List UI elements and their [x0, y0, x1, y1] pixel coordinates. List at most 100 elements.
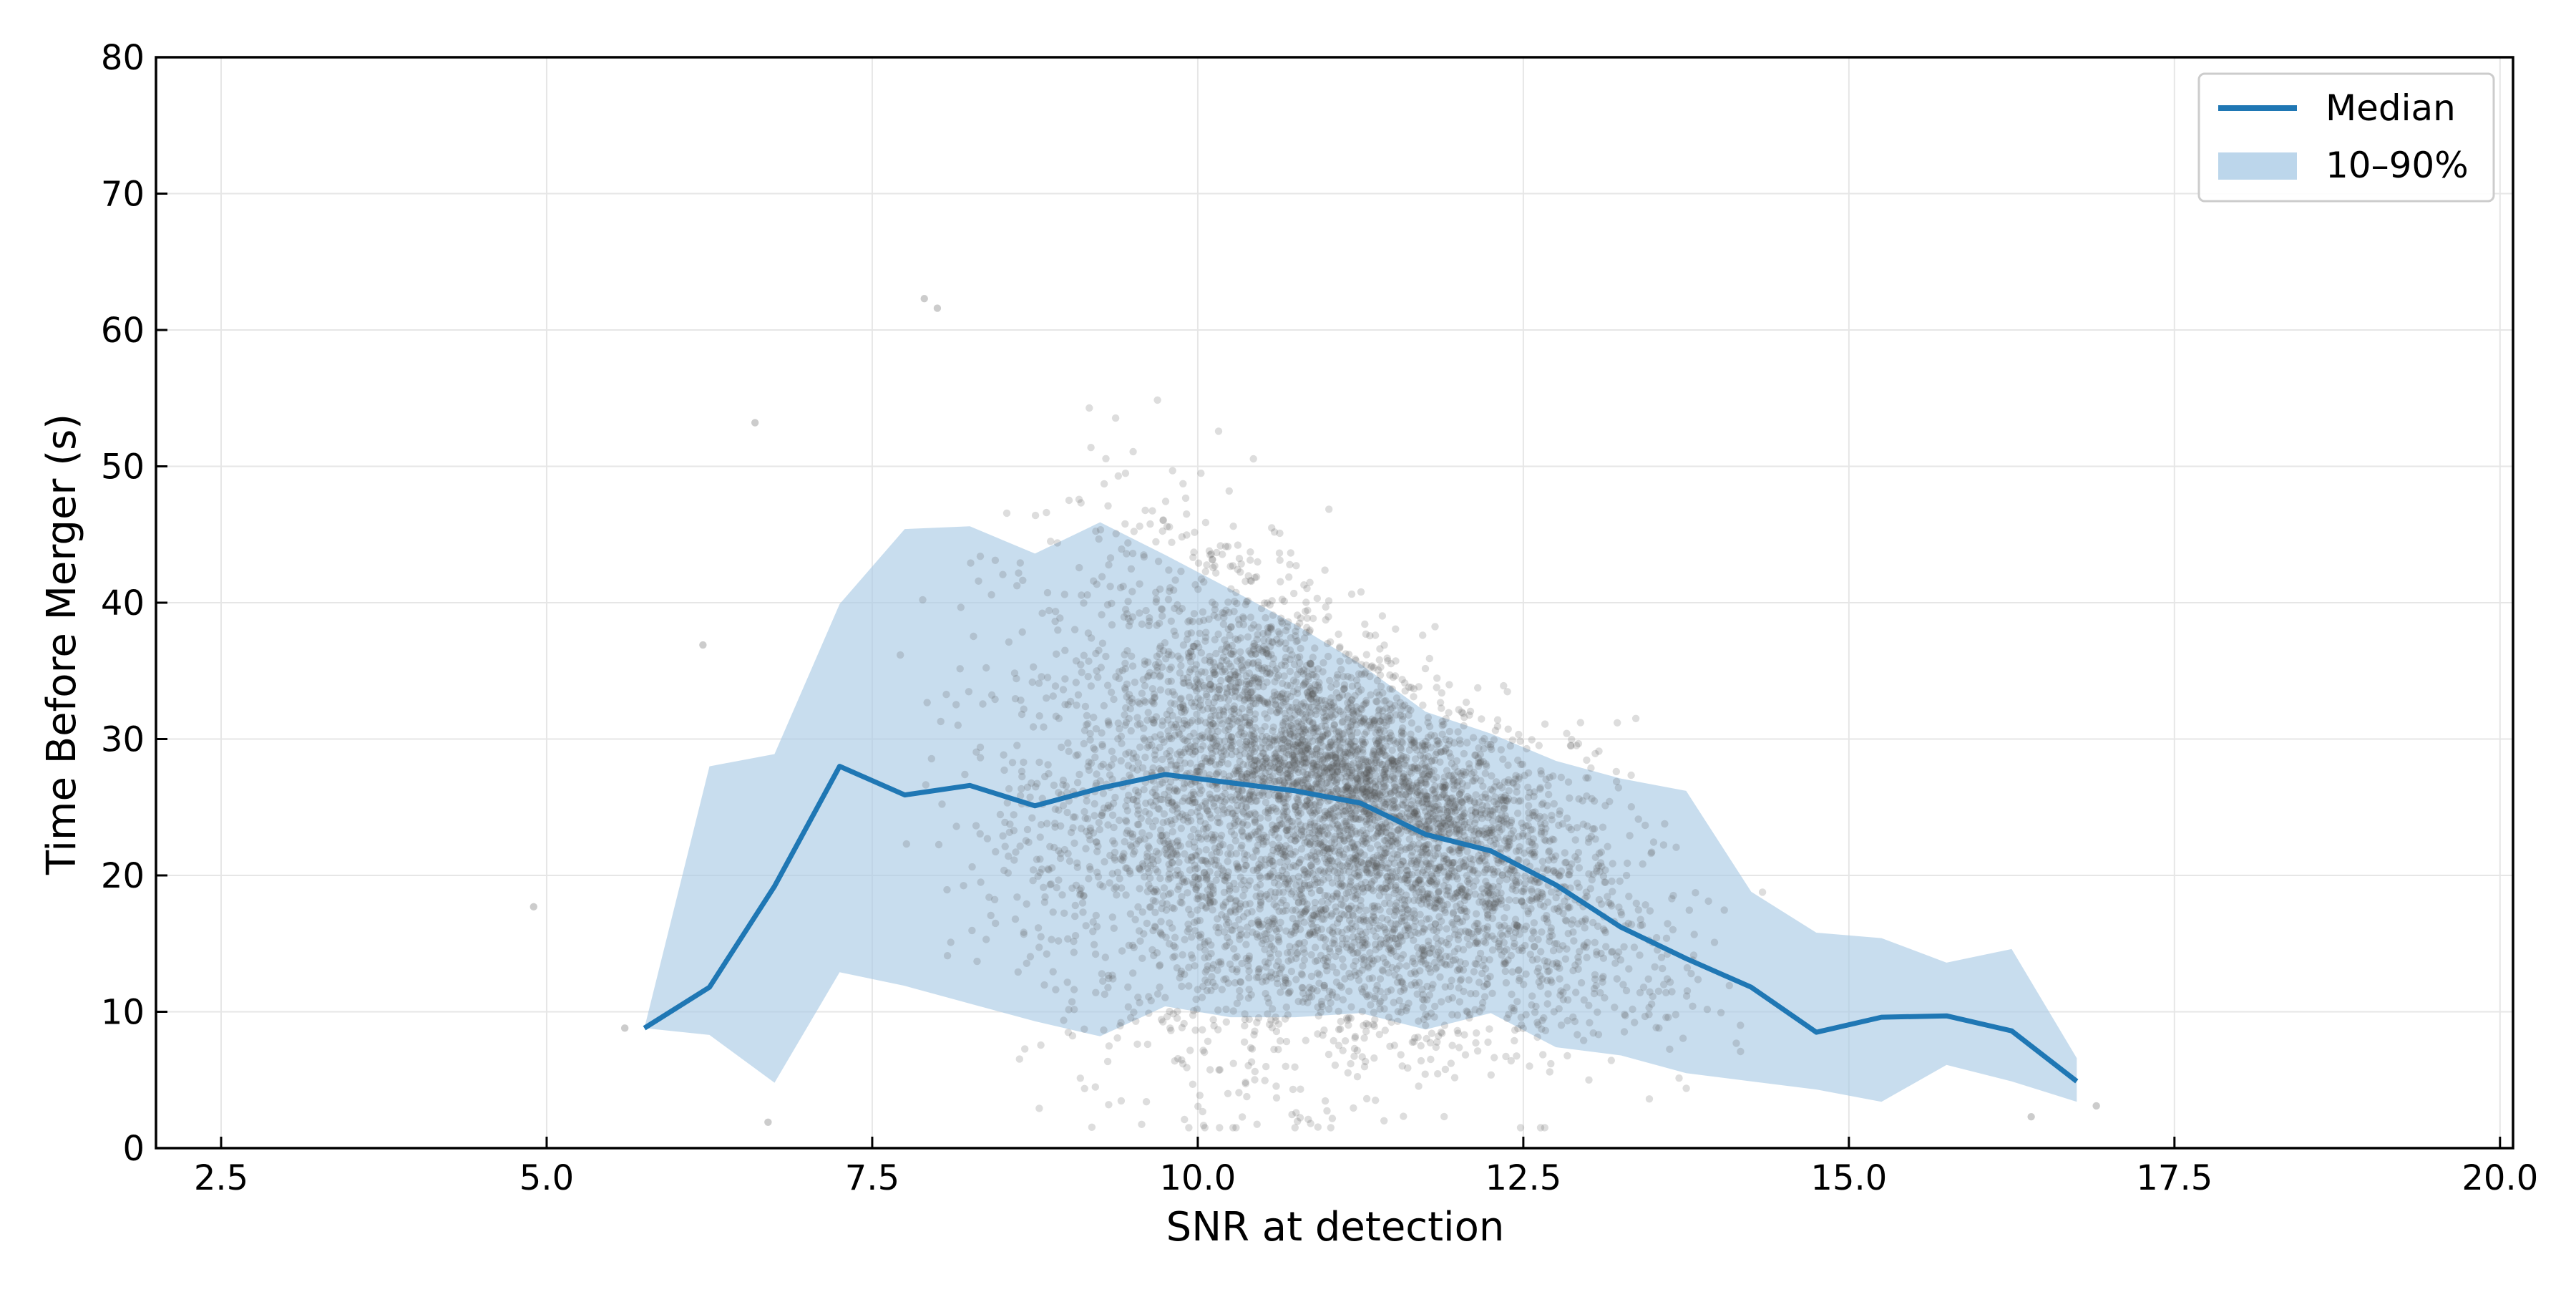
scatter-point	[1114, 869, 1121, 876]
scatter-point	[903, 840, 910, 847]
scatter-point	[1236, 739, 1243, 747]
scatter-point	[1099, 640, 1106, 647]
scatter-point	[1433, 928, 1440, 935]
scatter-point	[1118, 757, 1125, 764]
scatter-point	[1163, 850, 1170, 858]
scatter-point	[1340, 963, 1347, 970]
scatter-point	[1227, 586, 1234, 593]
scatter-point	[1194, 1103, 1201, 1110]
scatter-point	[1221, 727, 1229, 734]
scatter-point	[1358, 706, 1365, 713]
scatter-point	[924, 699, 931, 706]
scatter-point	[1544, 782, 1551, 789]
scatter-point	[1093, 869, 1101, 876]
scatter-point	[1255, 1014, 1262, 1021]
scatter-point	[1628, 921, 1635, 928]
scatter-point	[1272, 1082, 1279, 1089]
scatter-point	[1169, 828, 1176, 835]
scatter-point	[1433, 684, 1440, 691]
scatter-point	[1374, 872, 1381, 879]
scatter-point	[1058, 891, 1065, 898]
scatter-point	[1317, 952, 1324, 959]
scatter-point	[1314, 1123, 1322, 1130]
scatter-point	[1128, 699, 1136, 706]
scatter-point	[1259, 649, 1267, 656]
scatter-point	[1083, 797, 1091, 805]
scatter-point	[1601, 994, 1608, 1001]
scatter-point	[1196, 733, 1204, 740]
scatter-point	[1000, 867, 1008, 874]
scatter-point	[1277, 615, 1284, 622]
scatter-point	[1085, 875, 1092, 882]
scatter-point	[1335, 880, 1342, 888]
scatter-point	[1484, 911, 1491, 918]
scatter-point	[1546, 967, 1553, 974]
scatter-point	[1141, 697, 1148, 704]
scatter-point	[1627, 772, 1634, 779]
scatter-point	[1308, 986, 1315, 994]
scatter-point	[1223, 1019, 1230, 1026]
scatter-point	[1063, 809, 1070, 816]
scatter-point	[967, 559, 974, 566]
scatter-point	[1503, 876, 1511, 883]
scatter-point	[1332, 953, 1339, 960]
scatter-point	[987, 912, 995, 919]
scatter-point	[1631, 943, 1638, 951]
scatter-point	[1242, 1080, 1249, 1087]
scatter-point	[1279, 596, 1286, 603]
scatter-point	[1122, 750, 1129, 757]
scatter-point	[1045, 607, 1053, 614]
scatter-point	[1131, 916, 1138, 923]
scatter-point	[1038, 933, 1045, 941]
scatter-point	[1144, 842, 1151, 850]
scatter-point	[1276, 925, 1283, 932]
scatter-point	[1224, 1090, 1231, 1097]
scatter-point	[1013, 675, 1020, 682]
scatter-point	[1441, 906, 1448, 913]
scatter-point	[1586, 1019, 1593, 1026]
scatter-point	[1169, 820, 1176, 827]
scatter-point	[1015, 968, 1022, 976]
scatter-point	[1071, 626, 1078, 633]
scatter-point	[952, 822, 960, 830]
scatter-point	[1404, 1064, 1411, 1072]
scatter-point	[1563, 815, 1571, 822]
scatter-point	[1105, 1101, 1112, 1108]
scatter-point	[1050, 968, 1057, 975]
scatter-point	[1043, 694, 1050, 701]
scatter-point	[1233, 600, 1240, 607]
scatter-point	[1472, 791, 1479, 798]
scatter-point	[1241, 1022, 1248, 1029]
scatter-point	[1177, 662, 1184, 669]
scatter-point	[1125, 1004, 1132, 1011]
scatter-point	[968, 927, 975, 934]
scatter-point	[1203, 846, 1210, 853]
scatter-point	[1038, 610, 1045, 617]
scatter-point	[1200, 1122, 1207, 1129]
scatter-point	[1302, 906, 1309, 913]
scatter-point	[1176, 898, 1184, 905]
scatter-point	[1302, 598, 1309, 606]
scatter-point	[1343, 926, 1350, 933]
scatter-point	[1385, 1014, 1392, 1021]
scatter-point	[1528, 736, 1536, 743]
scatter-point	[1204, 987, 1211, 994]
scatter-point	[1220, 976, 1227, 983]
scatter-point	[1380, 697, 1387, 704]
scatter-point	[1669, 892, 1677, 899]
scatter-point	[1078, 669, 1085, 676]
scatter-point	[1218, 911, 1225, 918]
scatter-point	[1380, 940, 1387, 947]
scatter-point	[1664, 920, 1671, 927]
scatter-point	[1216, 1066, 1224, 1073]
scatter-point	[1091, 812, 1098, 819]
scatter-point	[1235, 1089, 1242, 1096]
scatter-point	[1196, 618, 1203, 625]
scatter-point	[1458, 976, 1465, 983]
scatter-point	[1660, 841, 1667, 848]
scatter-point	[1165, 648, 1172, 655]
scatter-point	[1196, 812, 1203, 820]
scatter-point	[1518, 1014, 1525, 1021]
scatter-point	[1085, 767, 1093, 774]
scatter-point	[1158, 613, 1166, 620]
